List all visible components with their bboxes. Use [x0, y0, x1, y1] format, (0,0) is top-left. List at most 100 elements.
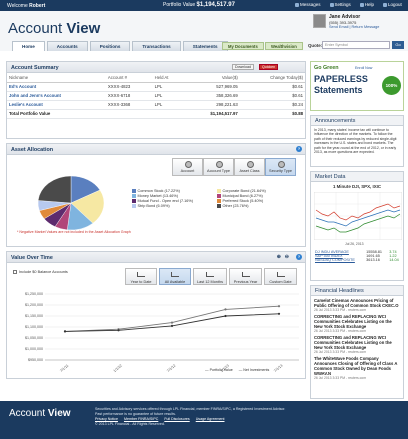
series-line [64, 305, 280, 332]
table-row: Leslie's Account XXXX-3368 LPL 298,221.6… [7, 100, 305, 110]
index-change: 14.04 [389, 258, 399, 262]
x-tick-label: 7/1/12 [166, 363, 176, 372]
legend-item: Money Market (13.46%) [132, 194, 178, 198]
market-data-title: Market Data [311, 172, 403, 182]
y-tick-label: $1,000,000 [25, 347, 43, 351]
y-tick-label: $1,200,000 [25, 303, 43, 307]
tab-positions[interactable]: Positions [89, 41, 131, 51]
security-type-button[interactable]: Security Type [265, 158, 296, 176]
account-link[interactable]: Ed's Account [7, 82, 106, 92]
data-point[interactable] [170, 324, 174, 327]
tab-my-documents[interactable]: My Documents [222, 42, 264, 50]
asset-class-button[interactable]: Asset Class [234, 158, 265, 176]
welcome-text: Welcome Robert [7, 3, 46, 9]
y-tick-label: $1,050,000 [25, 336, 43, 340]
index-link[interactable]: DJ INDU AVERAGE [315, 250, 349, 254]
headline-item[interactable]: CORRECTING and REPLACING WCI Communities… [314, 335, 400, 354]
usage-agreement-link[interactable]: Usage Agreement [195, 417, 225, 421]
asset-allocation-panel: Asset Allocation? Account Account Type A… [6, 143, 306, 247]
checkbox-label: Include $0 Balance Accounts [19, 270, 68, 274]
go-green-title: Go Green [314, 65, 339, 71]
tab-accounts[interactable]: Accounts [46, 41, 88, 51]
help-link[interactable]: Help [359, 2, 374, 7]
quote-go-button[interactable]: Go [392, 41, 404, 49]
announcements-title: Announcements [311, 116, 403, 126]
col-nickname: Nickname [7, 73, 106, 83]
line-chart-icon [171, 272, 179, 277]
y-tick-label: $1,100,000 [25, 325, 43, 329]
line-chart-icon [276, 272, 285, 277]
headlines-title: Financial Headlines [311, 286, 403, 296]
help-icon [359, 2, 364, 7]
data-point[interactable] [63, 330, 67, 333]
tab-home[interactable]: Home [12, 41, 45, 51]
legend-item: Other (23.76%) [217, 204, 248, 208]
messages-link[interactable]: Messages [295, 2, 321, 7]
help-icon[interactable]: ? [296, 146, 302, 152]
logout-link[interactable]: Logout [383, 2, 402, 7]
include-zero-checkbox[interactable]: Include $0 Balance Accounts [13, 270, 68, 274]
data-point[interactable] [277, 312, 281, 315]
x-tick-label: 1/1/12 [113, 363, 123, 372]
market-date: Jul 26, 2013 [345, 242, 364, 246]
data-point[interactable] [224, 308, 227, 311]
index-link[interactable]: NASDAQ COMPOSITE [315, 258, 355, 262]
held-at: LPL [152, 100, 185, 110]
headline-item[interactable]: The WhiteWave Foods Company Announces Cl… [314, 356, 400, 380]
tab-wealthvision[interactable]: Wealthvision [265, 42, 303, 50]
legend-item: Preferred Stock (5.40%) [217, 199, 263, 203]
finra-link[interactable]: Member FINRA/SIPC [123, 417, 159, 421]
advisor-links[interactable]: Send Email | Return Message [329, 25, 380, 29]
privacy-notice-link[interactable]: Privacy Notice [95, 417, 118, 421]
legend-swatch [217, 194, 221, 198]
legend-swatch [217, 189, 221, 193]
pie-icon [185, 161, 192, 168]
headline-item[interactable]: CORRECTING and REPLACING WCI Communities… [314, 314, 400, 333]
data-point[interactable] [277, 305, 281, 308]
brand-logo[interactable]: Account View [8, 20, 101, 37]
full-disclosures-link[interactable]: Full Disclosures [164, 417, 190, 421]
download-button[interactable]: Download [232, 64, 254, 70]
pie-slice[interactable] [70, 189, 105, 224]
data-point[interactable] [224, 314, 227, 318]
index-value: 1691.65 [366, 254, 380, 258]
y-tick-label: $1,250,000 [25, 292, 43, 296]
tab-transactions[interactable]: Transactions [132, 41, 181, 51]
data-point[interactable] [117, 329, 120, 332]
account-button[interactable]: Account [172, 158, 203, 176]
index-link[interactable]: S&P 500 INDEX [315, 254, 343, 258]
settings-link[interactable]: Settings [329, 2, 351, 7]
pie-slice[interactable] [37, 175, 72, 204]
data-point[interactable] [170, 321, 174, 324]
tab-statements[interactable]: Statements [182, 41, 228, 51]
year-to-date-button[interactable]: Year to Date [125, 268, 157, 285]
mail-icon [295, 2, 299, 7]
zoom-out-icon[interactable]: ⊖ [284, 254, 289, 260]
all-available-button[interactable]: All Available [159, 268, 191, 285]
account-type-button[interactable]: Account Type [203, 158, 234, 176]
account-link[interactable]: John and Jenn's Account [7, 91, 106, 101]
account-link[interactable]: Leslie's Account [7, 100, 106, 110]
legend-item: Corporate Bond (21.64%) [217, 189, 266, 193]
held-at: LPL [152, 91, 185, 101]
previous-year-button[interactable]: Previous Year [229, 268, 262, 285]
go-green-panel[interactable]: Go Green Enroll Now PAPERLESS Statements… [310, 61, 404, 111]
y-tick-label: $950,000 [28, 358, 43, 362]
last-12-months-button[interactable]: Last 12 Months [193, 268, 227, 285]
announcement-text: In 2013, many states' income tax will co… [314, 128, 397, 155]
table-row: NASDAQ COMPOSITE 3613.16 14.04 [313, 258, 403, 262]
quicken-button[interactable]: Quicken [259, 64, 279, 70]
headline-item[interactable]: Camelot Cinemas Announces Pricing of Pub… [314, 298, 399, 312]
zoom-in-icon[interactable]: ⊕ [276, 254, 281, 260]
checkbox-icon[interactable] [13, 270, 17, 274]
held-at: LPL [152, 82, 185, 92]
help-icon[interactable]: ? [296, 254, 302, 260]
main-tabs: Home Accounts Positions Transactions Sta… [12, 41, 228, 51]
pie-icon [216, 161, 223, 168]
account-change: $0.24 [239, 100, 305, 110]
account-number: XXXX-4823 [105, 82, 153, 92]
quote-input[interactable]: Enter Symbol [322, 41, 390, 49]
advisor-photo [313, 14, 326, 28]
custom-date-button[interactable]: Custom Date [264, 268, 297, 285]
enroll-now-link[interactable]: Enroll Now [355, 66, 373, 70]
